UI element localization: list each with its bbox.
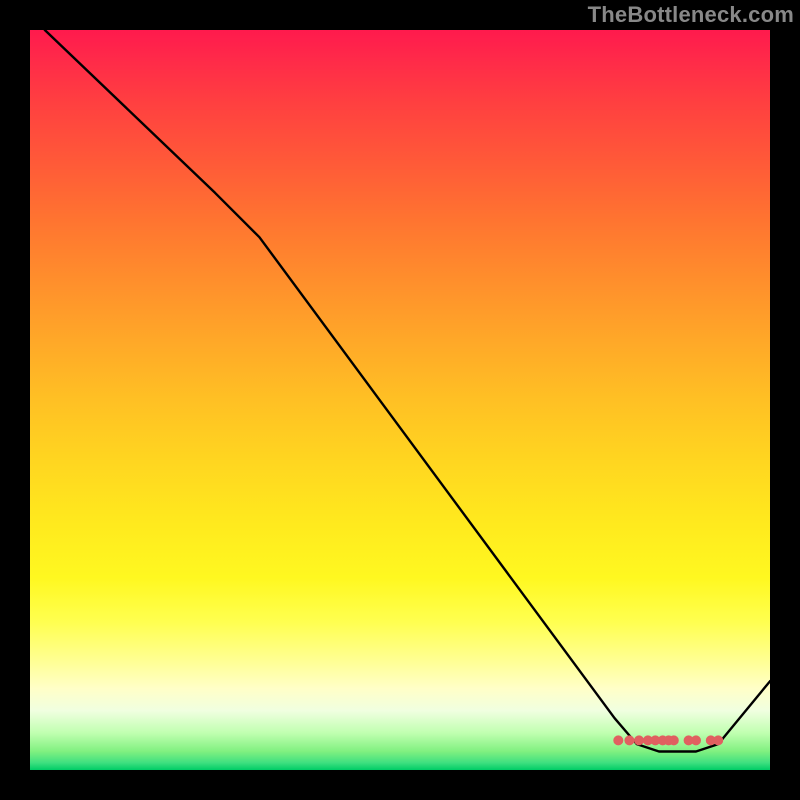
marker-point (691, 735, 701, 745)
marker-point (634, 735, 644, 745)
marker-point (624, 735, 634, 745)
gradient-background (30, 30, 770, 770)
marker-point (669, 735, 679, 745)
chart-svg (30, 30, 770, 770)
marker-point (713, 735, 723, 745)
watermark-text: TheBottleneck.com (582, 0, 800, 30)
chart-container: TheBottleneck.com (0, 0, 800, 800)
plot-area (30, 30, 770, 770)
marker-point (613, 735, 623, 745)
